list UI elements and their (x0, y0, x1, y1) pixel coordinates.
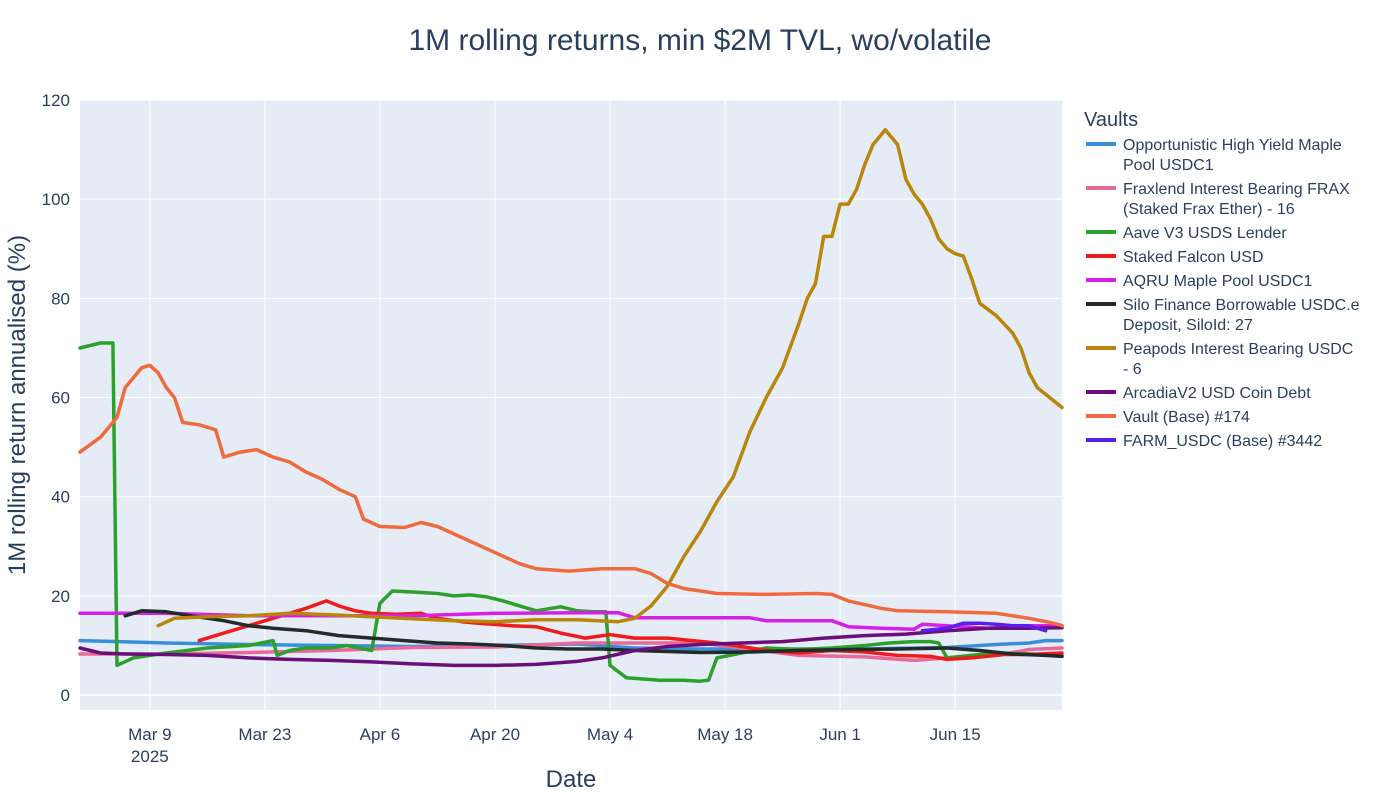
x-tick-label: Jun 15 (930, 725, 981, 744)
x-tick-label: Jun 1 (819, 725, 861, 744)
legend-label: Vault (Base) #174 (1123, 409, 1250, 426)
series-line-7 (78, 625, 1064, 668)
x-tick-label: May 18 (697, 725, 753, 744)
legend-label: - 6 (1123, 361, 1142, 378)
legend-item[interactable]: AQRU Maple Pool USDC1 (1086, 273, 1313, 290)
series-line-6 (156, 128, 1064, 628)
legend-item[interactable]: Staked Falcon USD (1086, 249, 1264, 266)
x-tick-label: Apr 20 (470, 725, 520, 744)
x-tick-label: Mar 23 (238, 725, 291, 744)
legend-item[interactable]: FARM_USDC (Base) #3442 (1086, 433, 1322, 450)
x-tick-year-label: 2025 (131, 747, 169, 766)
series-line-8 (78, 363, 1064, 628)
y-tick-label: 80 (51, 289, 70, 308)
x-tick-label: Apr 6 (360, 725, 401, 744)
legend-label: (Staked Frax Ether) - 16 (1123, 201, 1295, 218)
legend-label: Staked Falcon USD (1123, 249, 1264, 266)
chart-title: 1M rolling returns, min $2M TVL, wo/vola… (408, 24, 991, 57)
legend-item[interactable]: Vault (Base) #174 (1086, 409, 1250, 426)
series-lines (78, 128, 1064, 683)
y-tick-label: 100 (42, 190, 70, 209)
legend[interactable]: Vaults Opportunistic High Yield Maple Poo… (1084, 109, 1360, 450)
y-tick-label: 60 (51, 389, 70, 408)
legend-title: Vaults (1084, 109, 1138, 131)
legend-label: AQRU Maple Pool USDC1 (1123, 273, 1313, 290)
legend-label: Peapods Interest Bearing USDC (1123, 341, 1353, 358)
legend-label: Aave V3 USDS Lender (1123, 225, 1287, 242)
y-axis-ticks: 0 20 40 60 80 100 120 (42, 91, 70, 705)
legend-item[interactable]: Peapods Interest Bearing USDC - 6 (1086, 341, 1353, 378)
y-tick-label: 20 (51, 587, 70, 606)
x-tick-label: May 4 (587, 725, 633, 744)
legend-label: Deposit, SiloId: 27 (1123, 317, 1253, 334)
series-line-0 (78, 638, 1064, 651)
legend-label: FARM_USDC (Base) #3442 (1123, 433, 1322, 450)
x-tick-label: Mar 9 (128, 725, 171, 744)
x-axis-ticks: Mar 9 2025 Mar 23 Apr 6 Apr 20 May 4 May 18 Jun… (128, 725, 981, 766)
legend-item[interactable]: Opportunistic High Yield Maple Pool USDC1 (1086, 137, 1342, 174)
legend-label: ArcadiaV2 USD Coin Debt (1123, 385, 1311, 402)
legend-label: Fraxlend Interest Bearing FRAX (1123, 181, 1350, 198)
grid-lines (80, 99, 1062, 710)
legend-item[interactable]: ArcadiaV2 USD Coin Debt (1086, 385, 1311, 402)
legend-label: Pool USDC1 (1123, 157, 1214, 174)
legend-item[interactable]: Aave V3 USDS Lender (1086, 225, 1287, 242)
legend-label: Opportunistic High Yield Maple (1123, 137, 1342, 154)
y-tick-label: 120 (42, 91, 70, 110)
y-tick-label: 0 (61, 686, 70, 705)
legend-label: Silo Finance Borrowable USDC.e (1123, 297, 1360, 314)
series-line-3 (197, 599, 1064, 662)
y-tick-label: 40 (51, 488, 70, 507)
y-axis-title: 1M rolling return annualised (%) (4, 235, 31, 575)
series-line-9 (920, 621, 1048, 633)
x-axis-title: Date (546, 766, 597, 793)
legend-item[interactable]: Silo Finance Borrowable USDC.e Deposit, S… (1086, 297, 1360, 334)
series-line-2 (78, 341, 1064, 683)
series-line-5 (123, 609, 1064, 659)
legend-item[interactable]: Fraxlend Interest Bearing FRAX (Staked Fr… (1086, 181, 1350, 218)
